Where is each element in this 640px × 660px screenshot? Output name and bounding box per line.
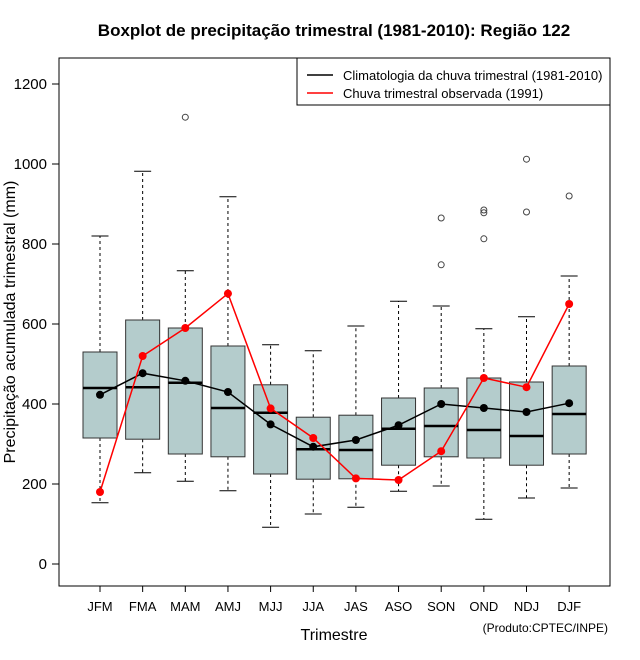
box-aso [381,300,417,492]
x-axis: JFM FMA MAM AMJ MJJ JJA JAS ASO SON OND NDJ DJF [87,586,581,614]
box-iqr [551,365,587,455]
box-fma [125,170,161,474]
point-observed-amj [223,289,232,298]
legend-label-climatology: Climatologia da chuva trimestral (1981-2… [343,68,602,83]
box-iqr [167,327,203,455]
outlier-point [437,261,445,269]
x-tick-label-mjj: MJJ [259,599,283,614]
point-observed-ndj [522,383,531,392]
x-tick-label-aso: ASO [385,599,412,614]
point-climatology-aso [394,421,403,430]
point-climatology-ond [479,404,488,412]
outlier-point [480,206,488,214]
point-observed-djf [565,300,574,308]
y-axis-label: Precipitação acumulada trimestral (mm) [2,181,19,464]
point-climatology-jfm [96,390,104,399]
outlier-point [523,155,530,163]
legend-box [296,57,611,106]
y-tick-label: 400 [22,396,47,413]
box-amj [210,196,246,492]
point-observed-jas [351,474,360,483]
y-axis: 0 200 400 600 800 1000 1200 [14,76,60,573]
box-jas [338,325,374,508]
outlier-point [523,208,530,216]
box-mjj [253,344,289,528]
box-iqr [509,381,544,466]
y-tick-label: 1000 [14,156,47,173]
outlier-point [480,235,488,243]
box-djf [551,192,587,489]
box-iqr [466,377,502,459]
point-observed-mam [181,324,190,332]
x-tick-label-djf: DJF [557,599,581,614]
box-iqr [423,387,459,458]
outlier-point [437,214,445,222]
series-line-climatology [99,372,570,448]
point-climatology-djf [565,399,574,408]
point-observed-fma [138,352,147,360]
point-climatology-fma [138,369,147,378]
series-climatology [96,369,574,451]
outlier-point [181,113,189,121]
x-tick-label-amj: AMJ [215,599,241,614]
x-tick-label-jas: JAS [344,599,368,614]
box-iqr [253,384,289,475]
box-mam [167,113,203,482]
y-tick-label: 1200 [14,76,47,93]
point-climatology-mjj [266,420,275,429]
point-observed-aso [394,476,403,484]
x-tick-label-jja: JJA [302,599,324,614]
box-son [423,214,459,487]
box-jfm [82,235,118,504]
point-climatology-jja [309,442,318,451]
x-tick-label-jfm: JFM [87,599,112,614]
boxplot-boxes [82,113,587,528]
series-observed [96,289,574,496]
point-climatology-amj [223,388,232,396]
point-observed-jfm [96,488,104,496]
outlier-point [480,209,488,217]
box-ond [466,206,502,520]
point-observed-mjj [266,404,275,413]
point-observed-son [437,447,446,456]
x-tick-label-ndj: NDJ [514,599,539,614]
series-lines [96,289,574,496]
y-tick-label: 0 [39,556,47,573]
y-tick-label: 600 [22,316,47,333]
x-tick-label-son: SON [427,599,455,614]
point-observed-jja [309,434,318,442]
x-axis-label: Trimestre [301,627,368,644]
outlier-point [565,192,573,200]
legend: Climatologia da chuva trimestral (1981-2… [296,57,611,106]
product-credit: (Produto:CPTEC/INPE) [483,621,608,635]
x-tick-label-ond: OND [469,599,498,614]
point-climatology-ndj [522,408,531,416]
point-climatology-mam [181,376,190,385]
box-iqr [381,397,417,466]
legend-label-observed: Chuva trimestral observada (1991) [343,86,543,101]
point-climatology-son [437,400,446,408]
x-tick-label-mam: MAM [170,599,200,614]
chart-title: Boxplot de precipitação trimestral (1981… [98,21,570,40]
box-ndj [509,155,544,499]
y-tick-label: 800 [22,236,47,253]
point-observed-ond [479,374,488,382]
point-climatology-jas [351,436,360,444]
y-tick-label: 200 [22,476,47,493]
box-iqr [338,414,374,480]
x-tick-label-fma: FMA [129,599,157,614]
series-line-observed [99,292,570,493]
box-jja [295,350,331,515]
